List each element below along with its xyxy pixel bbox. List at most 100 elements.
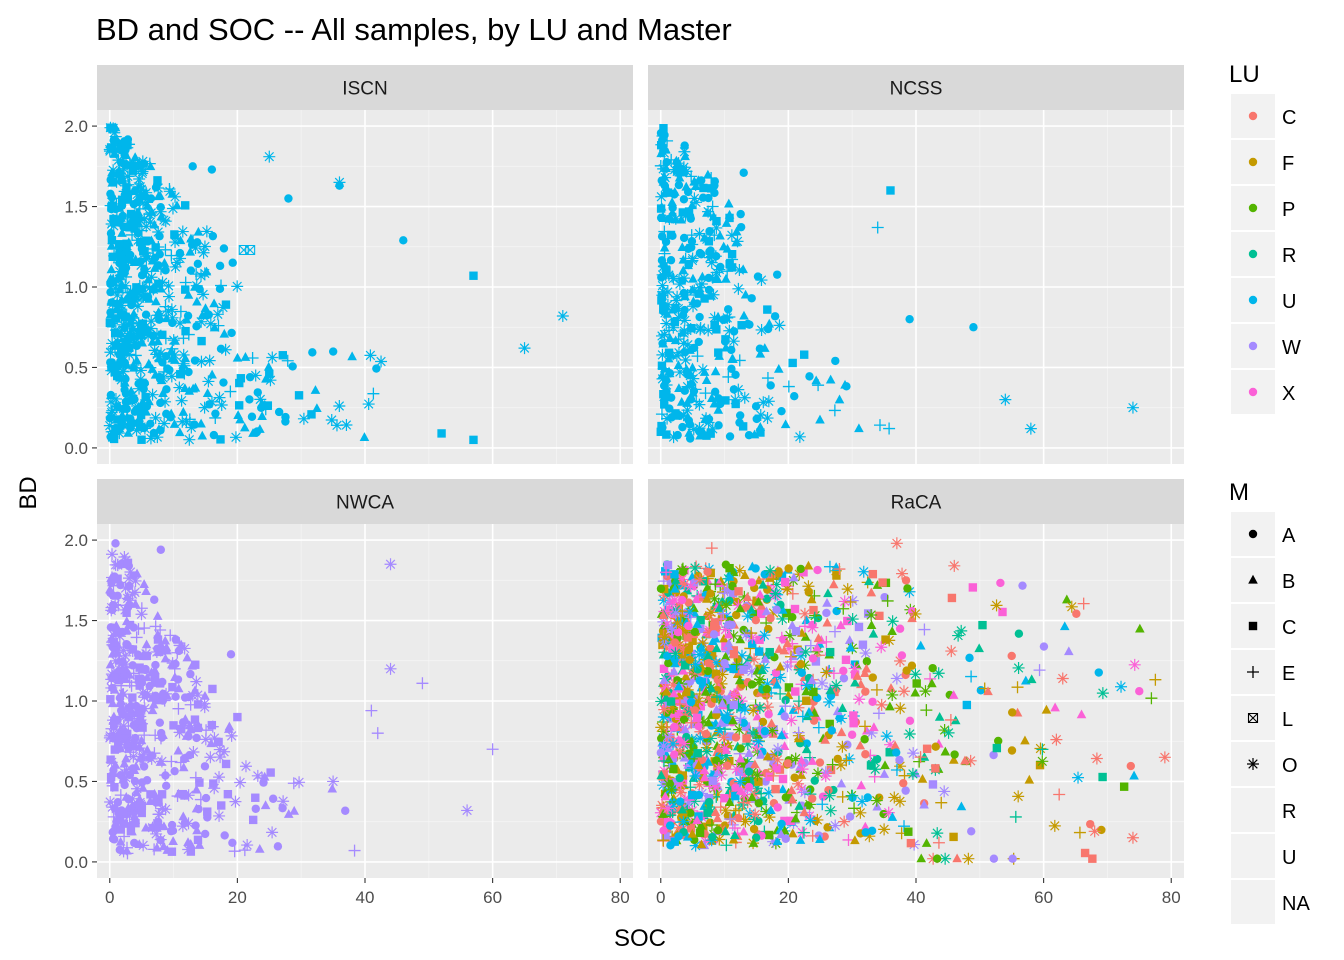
point xyxy=(854,622,864,632)
point xyxy=(702,692,715,705)
point xyxy=(661,802,674,815)
point xyxy=(193,259,203,269)
point xyxy=(119,582,132,595)
point xyxy=(798,607,811,620)
point xyxy=(965,653,974,663)
point xyxy=(132,355,142,365)
point xyxy=(727,364,736,374)
point xyxy=(688,636,697,645)
point xyxy=(907,747,920,760)
point xyxy=(812,379,825,392)
point xyxy=(790,813,801,823)
point xyxy=(138,319,148,328)
point xyxy=(341,806,350,815)
point xyxy=(171,692,180,701)
point xyxy=(200,303,211,313)
point xyxy=(266,826,279,839)
point xyxy=(727,353,738,363)
point xyxy=(111,314,121,323)
point xyxy=(750,759,760,769)
point xyxy=(161,266,170,275)
point xyxy=(694,732,707,745)
point xyxy=(912,679,921,688)
point xyxy=(796,755,807,765)
point xyxy=(890,764,903,777)
point xyxy=(663,560,673,570)
point xyxy=(174,646,184,656)
point xyxy=(823,823,832,832)
point xyxy=(686,697,696,707)
point xyxy=(785,655,798,668)
point-outlier xyxy=(705,542,718,555)
point xyxy=(677,161,690,174)
point xyxy=(120,725,131,735)
point xyxy=(307,410,316,419)
point xyxy=(763,305,772,314)
point xyxy=(755,323,768,336)
point xyxy=(706,184,716,193)
point xyxy=(782,642,795,655)
point xyxy=(711,643,722,653)
point xyxy=(667,413,676,422)
point xyxy=(713,743,724,753)
point xyxy=(684,621,693,631)
point xyxy=(1026,674,1037,684)
point xyxy=(677,804,688,814)
point xyxy=(692,619,703,628)
point xyxy=(755,274,768,287)
point-outlier xyxy=(416,677,429,690)
point xyxy=(833,754,842,764)
point xyxy=(121,141,134,154)
point xyxy=(1076,709,1087,719)
point xyxy=(763,324,773,334)
point xyxy=(794,649,807,662)
point xyxy=(823,789,836,802)
point xyxy=(738,788,751,801)
point xyxy=(690,706,700,715)
point xyxy=(160,635,171,645)
point xyxy=(755,589,765,599)
point xyxy=(804,801,813,810)
point xyxy=(761,372,774,385)
point xyxy=(875,611,884,621)
point xyxy=(704,658,713,668)
point xyxy=(680,141,689,150)
point-outlier xyxy=(335,181,344,190)
point xyxy=(801,615,812,625)
point xyxy=(947,593,957,603)
point xyxy=(834,394,845,404)
point xyxy=(740,289,751,299)
point xyxy=(215,279,228,292)
point xyxy=(818,792,828,801)
point xyxy=(657,361,667,370)
point xyxy=(699,835,712,848)
point xyxy=(696,642,707,652)
point xyxy=(886,683,896,692)
point xyxy=(739,815,752,828)
legend-label: R xyxy=(1282,245,1296,267)
point xyxy=(720,826,731,836)
point xyxy=(744,782,754,792)
point xyxy=(894,654,907,667)
x-tick-label: 80 xyxy=(1162,888,1181,907)
point xyxy=(796,564,806,574)
point xyxy=(140,252,153,265)
point xyxy=(674,745,687,758)
point xyxy=(103,419,116,432)
point xyxy=(1059,621,1070,631)
point xyxy=(141,392,150,402)
point xyxy=(225,729,238,742)
point xyxy=(1145,692,1158,705)
point xyxy=(868,673,877,682)
point xyxy=(662,157,671,167)
point xyxy=(228,838,237,848)
point xyxy=(106,695,115,704)
point xyxy=(758,717,768,727)
point xyxy=(136,155,149,168)
facet-panels: ISCN0.00.51.01.52.0NCSSNWCA0.00.51.01.52… xyxy=(64,65,1184,907)
point xyxy=(182,817,195,830)
point xyxy=(888,791,901,804)
point xyxy=(137,271,147,280)
point xyxy=(215,284,225,294)
